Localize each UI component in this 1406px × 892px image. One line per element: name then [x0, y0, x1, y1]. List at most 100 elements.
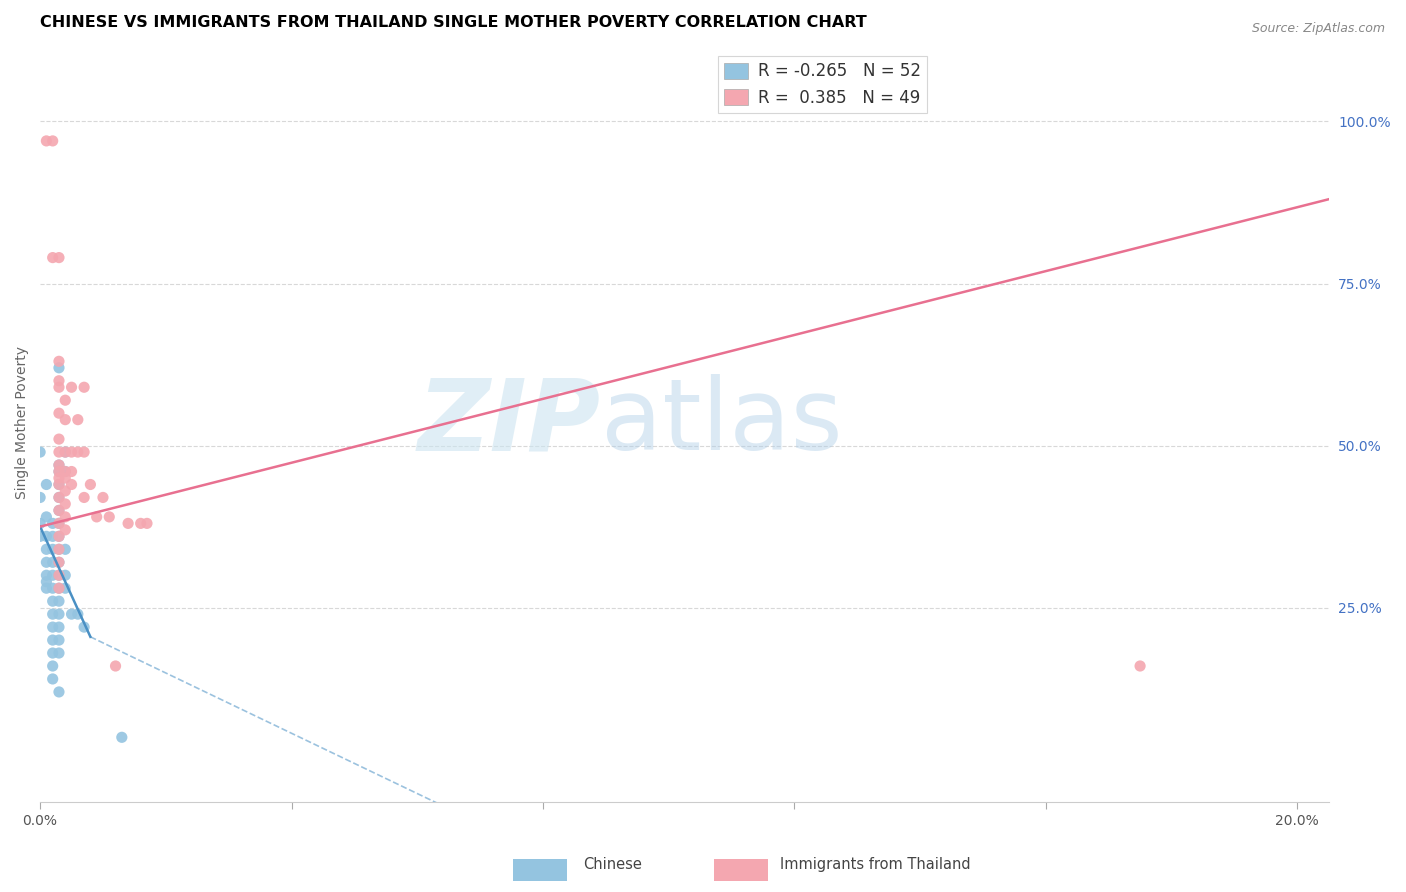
Point	[30, 529, 52, 543]
Point	[30, 491, 52, 505]
Point	[41, 542, 63, 557]
Text: ZIP: ZIP	[418, 375, 600, 471]
Point	[48, 568, 70, 582]
Point	[41, 581, 63, 595]
Point	[41, 568, 63, 582]
Point	[53, 465, 76, 479]
Point	[48, 542, 70, 557]
Point	[60, 477, 83, 491]
Point	[30, 516, 52, 531]
Point	[48, 491, 70, 505]
Point	[48, 633, 70, 648]
Point	[48, 529, 70, 543]
Point	[35, 581, 58, 595]
Point	[66, 445, 89, 459]
Point	[35, 568, 58, 582]
Point	[48, 529, 70, 543]
Legend: R = -0.265   N = 52, R =  0.385   N = 49: R = -0.265 N = 52, R = 0.385 N = 49	[717, 56, 928, 113]
Point	[48, 555, 70, 569]
Point	[35, 134, 58, 148]
Point	[53, 465, 76, 479]
Point	[73, 620, 96, 634]
Point	[60, 380, 83, 394]
Point	[129, 516, 152, 531]
Point	[41, 555, 63, 569]
Point	[30, 445, 52, 459]
Point	[35, 555, 58, 569]
Point	[60, 607, 83, 621]
Point	[48, 516, 70, 531]
Point	[79, 477, 101, 491]
Text: Source: ZipAtlas.com: Source: ZipAtlas.com	[1251, 22, 1385, 36]
Point	[48, 458, 70, 472]
Point	[48, 581, 70, 595]
Point	[48, 685, 70, 699]
Point	[48, 458, 70, 472]
Point	[53, 412, 76, 426]
Point	[73, 445, 96, 459]
Point	[86, 509, 108, 524]
Point	[48, 471, 70, 485]
Point	[41, 529, 63, 543]
Text: Immigrants from Thailand: Immigrants from Thailand	[780, 857, 972, 872]
Point	[41, 516, 63, 531]
Point	[53, 523, 76, 537]
Point	[48, 251, 70, 265]
Point	[41, 633, 63, 648]
Point	[48, 503, 70, 517]
Point	[35, 477, 58, 491]
Text: atlas: atlas	[600, 375, 842, 471]
Point	[41, 607, 63, 621]
Point	[53, 581, 76, 595]
Point	[48, 503, 70, 517]
Point	[48, 568, 70, 582]
Point	[98, 509, 121, 524]
Point	[35, 542, 58, 557]
Point	[1129, 659, 1152, 673]
Point	[48, 491, 70, 505]
Point	[48, 465, 70, 479]
Point	[48, 646, 70, 660]
Y-axis label: Single Mother Poverty: Single Mother Poverty	[15, 346, 30, 500]
Text: Chinese: Chinese	[583, 857, 643, 872]
Point	[60, 465, 83, 479]
Point	[41, 672, 63, 686]
Point	[48, 516, 70, 531]
Point	[35, 509, 58, 524]
Point	[117, 516, 139, 531]
Point	[111, 731, 134, 745]
Point	[41, 646, 63, 660]
Point	[136, 516, 159, 531]
Point	[48, 594, 70, 608]
Point	[48, 542, 70, 557]
Point	[53, 568, 76, 582]
Point	[53, 445, 76, 459]
Point	[73, 380, 96, 394]
Point	[48, 620, 70, 634]
Point	[91, 491, 114, 505]
Point	[53, 497, 76, 511]
Point	[66, 412, 89, 426]
Point	[73, 491, 96, 505]
Point	[35, 574, 58, 589]
Point	[41, 620, 63, 634]
Point	[48, 432, 70, 446]
Point	[35, 529, 58, 543]
Point	[53, 509, 76, 524]
Text: CHINESE VS IMMIGRANTS FROM THAILAND SINGLE MOTHER POVERTY CORRELATION CHART: CHINESE VS IMMIGRANTS FROM THAILAND SING…	[41, 15, 868, 30]
Point	[48, 555, 70, 569]
Point	[53, 393, 76, 408]
Point	[41, 134, 63, 148]
Point	[60, 445, 83, 459]
Point	[41, 594, 63, 608]
Point	[104, 659, 127, 673]
Point	[48, 607, 70, 621]
Point	[53, 445, 76, 459]
Point	[48, 465, 70, 479]
Point	[48, 360, 70, 375]
Point	[48, 406, 70, 420]
Point	[41, 659, 63, 673]
Point	[48, 380, 70, 394]
Point	[48, 354, 70, 368]
Point	[53, 483, 76, 498]
